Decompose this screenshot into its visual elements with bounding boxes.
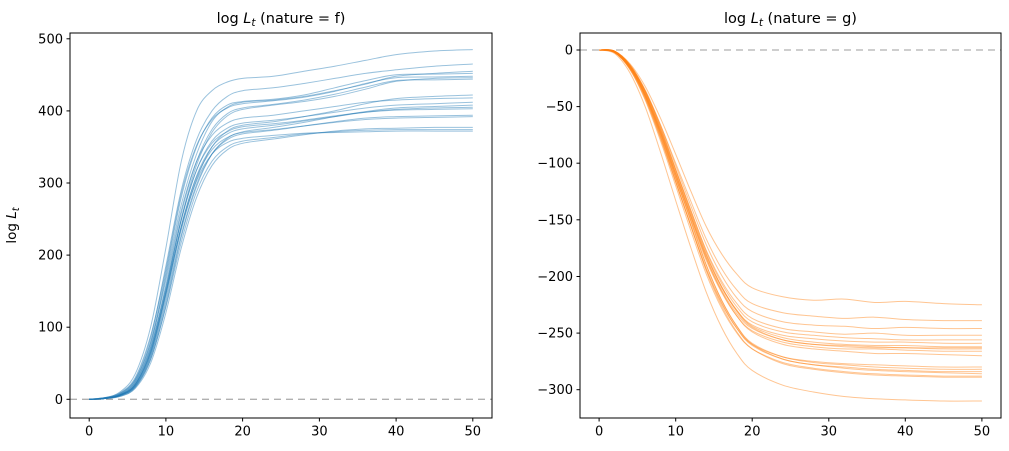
x-tick-label: 40: [388, 425, 405, 440]
x-tick-label: 30: [821, 425, 838, 440]
chart-title: log Lt (nature = g): [724, 11, 857, 29]
trajectory-line: [598, 49, 982, 402]
trajectory-line: [599, 49, 982, 370]
trajectory-line: [89, 116, 473, 400]
trajectory-line: [89, 70, 473, 400]
trajectory-line: [89, 97, 473, 400]
x-tick-label: 20: [234, 425, 251, 440]
trajectory-line: [599, 49, 982, 330]
series-lines: [89, 49, 473, 400]
trajectory-line: [599, 49, 982, 322]
chart-title: log Lt (nature = f): [217, 11, 346, 29]
axis-ticks: [66, 38, 474, 422]
trajectory-line: [599, 49, 982, 336]
x-tick-label: 0: [595, 425, 603, 440]
x-tick-label: 10: [158, 425, 175, 440]
y-tick-label: 100: [38, 321, 63, 336]
trajectory-line: [599, 49, 982, 368]
trajectory-line: [599, 49, 982, 375]
trajectory-line: [89, 106, 473, 400]
subplot-nature-g: 0 10 20 30 40 50 0 −50 −100 −150 −200 −250 −300 log L…: [537, 11, 1002, 440]
trajectory-line: [89, 49, 473, 400]
trajectory-line: [89, 101, 473, 400]
tick-labels: 0 10 20 30 40 50 0 −50 −100 −150 −200 −250 −300: [537, 44, 990, 440]
trajectory-line: [89, 77, 473, 400]
trajectory-line: [89, 72, 473, 400]
trajectory-line: [89, 130, 473, 400]
trajectory-line: [599, 49, 982, 378]
x-tick-label: 40: [897, 425, 914, 440]
x-tick-label: 30: [311, 425, 328, 440]
y-tick-label: 200: [38, 249, 63, 264]
trajectory-line: [89, 104, 473, 400]
y-axis-label: log Lt: [4, 206, 22, 243]
series-lines: [598, 49, 982, 402]
trajectory-line: [89, 129, 473, 400]
trajectory-line: [89, 75, 473, 400]
y-tick-label: −200: [537, 270, 573, 285]
trajectory-line: [89, 114, 473, 400]
trajectory-line: [89, 108, 473, 400]
x-tick-label: 0: [85, 425, 93, 440]
trajectory-line: [599, 49, 982, 306]
trajectory-line: [599, 49, 982, 352]
y-tick-label: −250: [537, 327, 573, 342]
trajectory-line: [89, 63, 473, 400]
trajectory-line: [599, 49, 982, 348]
trajectory-line: [599, 49, 982, 350]
x-tick-label: 10: [667, 425, 684, 440]
trajectory-line: [89, 126, 473, 400]
trajectory-line: [89, 78, 473, 400]
y-tick-label: −300: [537, 383, 573, 398]
x-tick-label: 50: [974, 425, 991, 440]
y-tick-label: 500: [38, 32, 63, 47]
trajectory-line: [599, 49, 982, 341]
y-tick-label: 300: [38, 177, 63, 192]
trajectory-line: [89, 94, 473, 400]
axes-spines: [579, 32, 1002, 419]
x-tick-label: 20: [744, 425, 761, 440]
x-tick-label: 50: [465, 425, 482, 440]
trajectory-line: [599, 49, 982, 377]
trajectory-line: [599, 49, 982, 349]
trajectory-line: [599, 49, 982, 357]
y-tick-label: 0: [565, 44, 573, 59]
y-tick-label: 400: [38, 104, 63, 119]
axes-spines: [69, 32, 493, 419]
y-tick-label: 0: [55, 393, 63, 408]
y-tick-label: −100: [537, 157, 573, 172]
axis-ticks: [576, 49, 983, 422]
trajectory-line: [599, 49, 982, 373]
y-tick-label: −50: [546, 100, 573, 115]
trajectory-line: [599, 49, 982, 344]
y-tick-label: −150: [537, 213, 573, 228]
